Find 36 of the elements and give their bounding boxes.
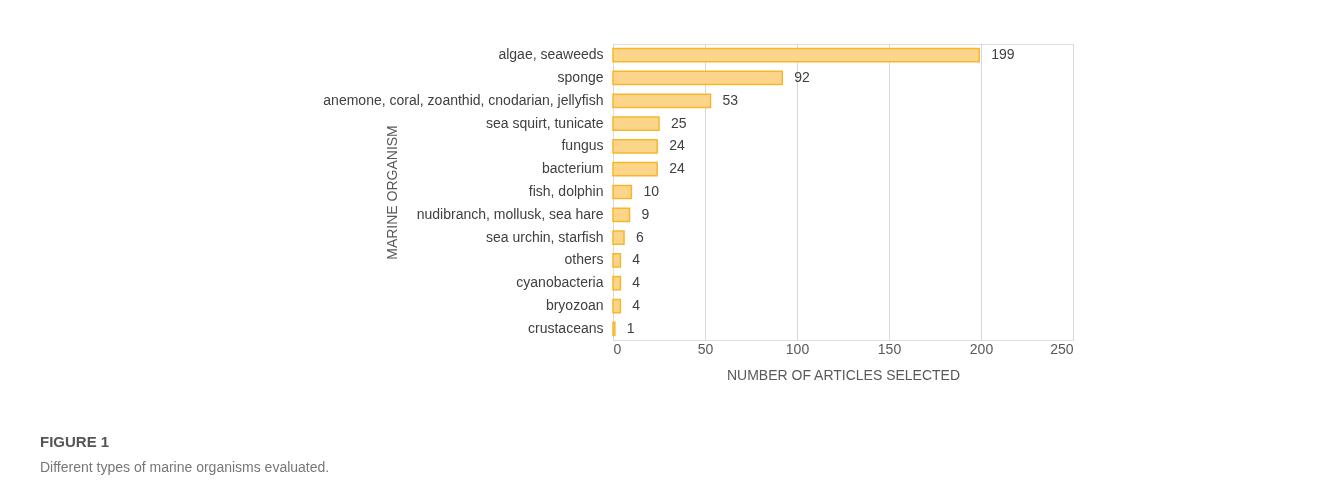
data-label: 4	[632, 297, 641, 314]
y-axis-title: MARINE ORGANISM	[383, 125, 400, 260]
data-label: 24	[669, 137, 685, 154]
y-tick-label: anemone, coral, zoanthid, cnodarian, jellyfish	[323, 91, 604, 108]
y-tick-label: others	[564, 251, 604, 268]
caption: FIGURE 1	[40, 433, 110, 450]
data-label: 92	[794, 68, 811, 85]
y-tick-label: sea squirt, tunicate	[485, 114, 604, 131]
y-tick-label: crustaceans	[528, 319, 604, 336]
y-tick-label: sea urchin, starfish	[486, 228, 604, 245]
y-tick-label: algae, seaweeds	[498, 46, 604, 63]
data-label: 10	[643, 183, 660, 199]
data-label: 4	[632, 251, 641, 268]
x-tick-label: 250	[1050, 340, 1074, 357]
data-label: 1	[626, 319, 635, 336]
data-label: 9	[641, 205, 650, 222]
y-tick-label: cyanobacteria	[516, 274, 604, 291]
y-tick-label: sponge	[557, 68, 604, 85]
x-tick-label: 50	[697, 340, 714, 357]
x-axis-title: NUMBER OF ARTICLES SELECTED	[726, 366, 961, 383]
y-tick-label: nudibranch, mollusk, sea hare	[416, 205, 604, 222]
x-tick-label: 150	[877, 340, 902, 357]
x-tick-label: 0	[613, 340, 622, 357]
x-tick-label: 200	[969, 340, 994, 357]
data-label: 24	[669, 160, 685, 177]
data-label: 25	[671, 114, 687, 131]
y-tick-label: bryozoan	[545, 297, 604, 314]
x-tick-label: 100	[785, 340, 810, 357]
y-tick-label: bacterium	[542, 160, 604, 177]
y-tick-label: fish, dolphin	[528, 183, 604, 199]
data-label: 4	[632, 274, 641, 291]
data-label: 6	[636, 228, 645, 245]
text: Different types of marine organisms evaluated.	[40, 459, 330, 475]
y-tick-label: fungus	[561, 137, 604, 154]
data-label: 199	[991, 46, 1015, 63]
data-label: 53	[722, 91, 739, 108]
